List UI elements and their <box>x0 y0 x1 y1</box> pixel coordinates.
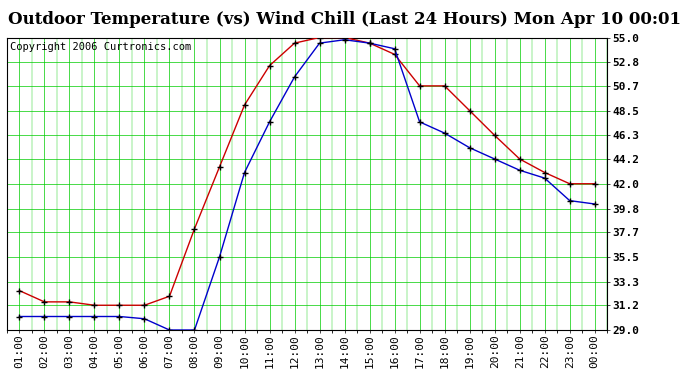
Text: Copyright 2006 Curtronics.com: Copyright 2006 Curtronics.com <box>10 42 191 52</box>
Text: Outdoor Temperature (vs) Wind Chill (Last 24 Hours) Mon Apr 10 00:01: Outdoor Temperature (vs) Wind Chill (Las… <box>8 11 682 28</box>
